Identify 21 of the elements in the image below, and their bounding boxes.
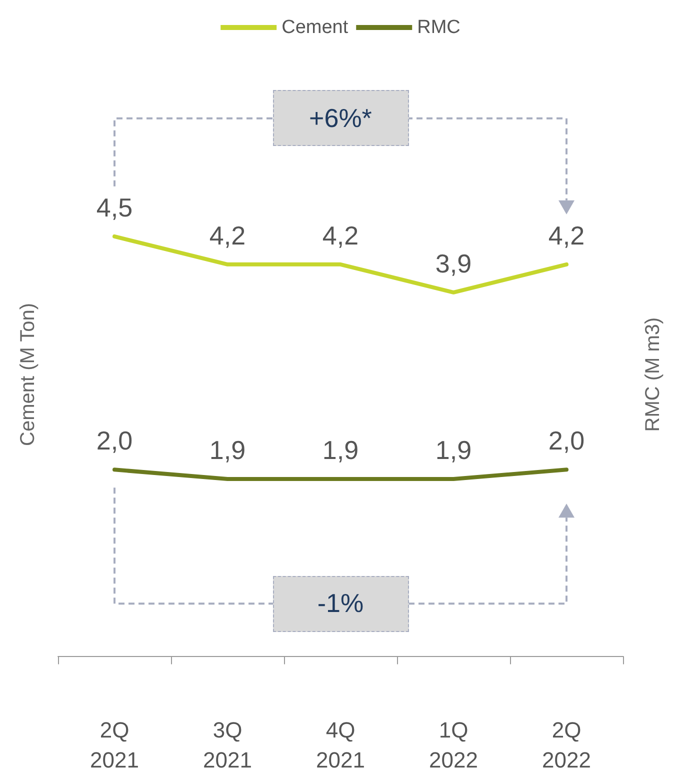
data-label: 4,5 (96, 192, 133, 222)
data-label: 4,2 (209, 220, 246, 250)
data-label: 4,2 (322, 220, 359, 250)
x-tick-label: 1Q 2022 (429, 718, 478, 772)
y-axis-title: Cement (M Ton) (17, 302, 39, 446)
x-tick-label: 4Q 2021 (316, 718, 365, 772)
x-tick-label: 3Q 2021 (203, 718, 252, 772)
data-label: 1,9 (322, 434, 359, 465)
data-label: 2,0 (96, 426, 133, 456)
x-tick-label: 2Q 2021 (90, 718, 139, 772)
note-box: +6%* (272, 90, 408, 146)
data-label: 2,0 (548, 426, 585, 456)
legend-label: RMC (417, 17, 460, 38)
y2-axis-title: RMC (M m3) (642, 317, 664, 432)
note-box: -1% (272, 576, 408, 632)
data-label: 1,9 (209, 434, 246, 465)
data-label: 1,9 (435, 434, 472, 465)
legend-label: Cement (282, 17, 349, 38)
data-label: 3,9 (435, 248, 472, 278)
x-tick-label: 2Q 2022 (542, 718, 591, 772)
data-label: 4,2 (548, 220, 585, 250)
